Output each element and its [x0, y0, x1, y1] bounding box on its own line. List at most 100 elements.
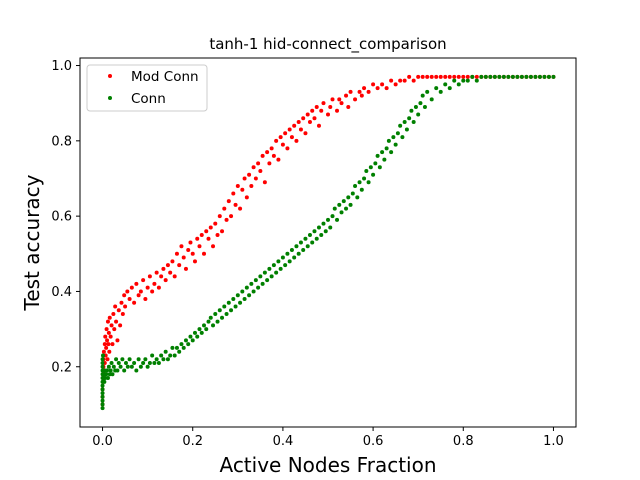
points-layer	[100, 74, 556, 411]
point-conn	[483, 74, 488, 79]
point-mod-conn	[115, 338, 120, 343]
point-conn	[524, 74, 529, 79]
point-conn	[411, 120, 416, 125]
point-conn	[109, 360, 114, 365]
point-mod-conn	[294, 138, 299, 143]
point-mod-conn	[321, 101, 326, 106]
point-mod-conn	[267, 161, 272, 166]
point-conn	[105, 376, 110, 381]
point-mod-conn	[328, 104, 333, 109]
point-conn	[100, 360, 105, 365]
point-mod-conn	[109, 323, 114, 328]
point-mod-conn	[429, 74, 434, 79]
point-conn	[127, 357, 132, 362]
point-mod-conn	[283, 131, 288, 136]
point-mod-conn	[226, 199, 231, 204]
point-conn	[519, 74, 524, 79]
point-conn	[123, 360, 128, 365]
point-mod-conn	[145, 285, 150, 290]
point-conn	[389, 150, 394, 155]
point-mod-conn	[337, 97, 342, 102]
point-conn	[204, 327, 209, 332]
point-conn	[357, 180, 362, 185]
point-conn	[100, 387, 105, 392]
point-conn	[368, 165, 373, 170]
point-mod-conn	[393, 82, 398, 87]
point-conn	[156, 360, 161, 365]
point-mod-conn	[335, 108, 340, 113]
point-conn	[188, 334, 193, 339]
point-conn	[179, 342, 184, 347]
point-mod-conn	[152, 281, 157, 286]
point-conn	[114, 357, 119, 362]
point-conn	[122, 368, 127, 373]
point-conn	[274, 270, 279, 275]
point-mod-conn	[107, 315, 112, 320]
point-mod-conn	[296, 120, 301, 125]
point-conn	[465, 78, 470, 83]
point-conn	[100, 383, 105, 388]
point-mod-conn	[461, 74, 466, 79]
point-conn	[190, 338, 195, 343]
point-conn	[533, 74, 538, 79]
point-mod-conn	[307, 120, 312, 125]
point-mod-conn	[213, 221, 218, 226]
point-mod-conn	[181, 255, 186, 260]
point-conn	[380, 150, 385, 155]
point-conn	[296, 251, 301, 256]
point-conn	[145, 364, 150, 369]
point-mod-conn	[215, 232, 220, 237]
point-conn	[307, 232, 312, 237]
point-conn	[235, 293, 240, 298]
point-conn	[195, 334, 200, 339]
point-conn	[238, 300, 243, 305]
point-conn	[344, 206, 349, 211]
point-conn	[226, 300, 231, 305]
point-conn	[104, 372, 109, 377]
point-mod-conn	[190, 251, 195, 256]
point-conn	[474, 78, 479, 83]
point-conn	[269, 274, 274, 279]
point-mod-conn	[170, 259, 175, 264]
point-conn	[328, 225, 333, 230]
point-conn	[206, 319, 211, 324]
point-conn	[213, 312, 218, 317]
point-conn	[319, 232, 324, 237]
point-conn	[461, 78, 466, 83]
point-conn	[105, 368, 110, 373]
legend-box	[86, 64, 208, 112]
point-conn	[102, 379, 107, 384]
point-mod-conn	[195, 236, 200, 241]
point-conn	[456, 82, 461, 87]
point-mod-conn	[353, 97, 358, 102]
point-conn	[479, 74, 484, 79]
point-mod-conn	[319, 108, 324, 113]
point-conn	[312, 229, 317, 234]
point-conn	[244, 285, 249, 290]
point-mod-conn	[229, 214, 234, 219]
point-conn	[172, 353, 177, 358]
point-conn	[233, 304, 238, 309]
point-conn	[303, 236, 308, 241]
point-mod-conn	[238, 206, 243, 211]
point-mod-conn	[289, 135, 294, 140]
point-conn	[305, 244, 310, 249]
plot-frame	[79, 57, 577, 428]
point-conn	[515, 74, 520, 79]
point-conn	[100, 391, 105, 396]
point-mod-conn	[202, 251, 206, 256]
point-mod-conn	[129, 285, 134, 290]
point-conn	[229, 308, 234, 313]
point-conn	[154, 357, 159, 362]
point-conn	[202, 323, 206, 328]
point-conn	[292, 255, 297, 260]
legend-marker-mod-conn	[108, 74, 112, 78]
point-conn	[211, 323, 216, 328]
point-conn	[310, 240, 315, 245]
x-tick-label: 0.6	[363, 434, 384, 449]
point-mod-conn	[217, 214, 222, 219]
point-conn	[129, 364, 134, 369]
point-mod-conn	[165, 263, 170, 268]
point-conn	[434, 86, 439, 91]
point-conn	[224, 312, 229, 317]
